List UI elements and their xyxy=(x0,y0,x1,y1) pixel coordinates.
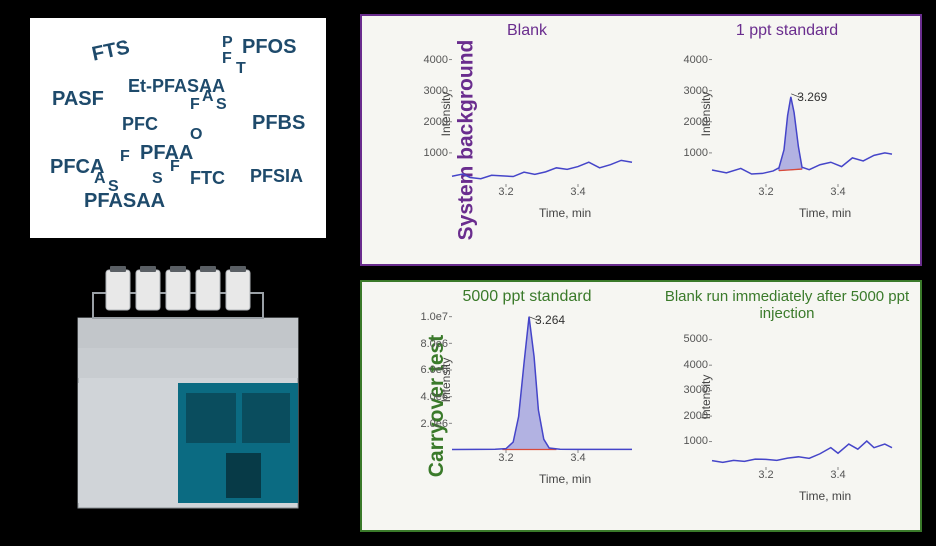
ytick: 3000 xyxy=(684,384,708,396)
word-f: F xyxy=(190,96,200,114)
word-ftc: FTC xyxy=(190,168,225,189)
chart-title: 1 ppt standard xyxy=(662,22,912,40)
ytick: 3000 xyxy=(424,85,448,97)
ytick: 4000 xyxy=(684,54,708,66)
word-o: O xyxy=(190,126,202,144)
xtick: 3.2 xyxy=(498,186,513,198)
xtick: 3.4 xyxy=(570,186,585,198)
word-a: A xyxy=(202,88,214,106)
word-f: F xyxy=(120,148,130,166)
xtick: 3.4 xyxy=(830,186,845,198)
peak-label: 3.264 xyxy=(535,313,565,327)
ytick: 1.0e7 xyxy=(420,311,448,323)
chart-title: Blank xyxy=(402,22,652,40)
chart-after-blank: Blank run immediately after 5000 ppt inj… xyxy=(662,288,912,498)
word-fts: FTS xyxy=(90,36,132,66)
word-pfsia: PFSIA xyxy=(250,166,303,187)
word-f: F xyxy=(222,50,232,68)
word-s: S xyxy=(216,96,227,114)
ytick: 8.0e6 xyxy=(420,338,448,350)
y-axis-label: Intensity xyxy=(439,92,453,137)
chart-5000ppt: 5000 ppt standardIntensityTime, min2.0e6… xyxy=(402,288,652,498)
word-s: S xyxy=(152,170,163,188)
xtick: 3.2 xyxy=(498,452,513,464)
ytick: 1000 xyxy=(684,435,708,447)
chart-1ppt: 1 ppt standard Intensity Time, min 1000 2000… xyxy=(662,22,912,232)
hplc-instrument-illustration xyxy=(58,248,318,528)
ytick: 4000 xyxy=(424,54,448,66)
word-pfc: PFC xyxy=(122,114,158,135)
word-pfasaa: PFASAA xyxy=(84,190,165,213)
word-pfos: PFOS xyxy=(242,36,296,59)
ytick: 2000 xyxy=(684,410,708,422)
word-t: T xyxy=(236,60,246,78)
ytick: 3000 xyxy=(684,85,708,97)
word-cloud: FTSPFOSPASFEt-PFASAAPFCPFBSPFCAPFAAFTCPF… xyxy=(30,18,326,238)
chart-title: Blank run immediately after 5000 ppt inj… xyxy=(662,288,912,323)
ytick: 2.0e6 xyxy=(420,418,448,430)
ytick: 2000 xyxy=(424,116,448,128)
x-axis-label: Time, min xyxy=(799,206,851,220)
x-axis-label: Time, min xyxy=(539,472,591,486)
xtick: 3.2 xyxy=(758,186,773,198)
x-axis-label: Time, min xyxy=(799,489,851,503)
y-axis-label: Intensity xyxy=(699,92,713,137)
xtick: 3.4 xyxy=(830,469,845,481)
ytick: 2000 xyxy=(684,116,708,128)
word-s: S xyxy=(108,178,119,196)
chart-title: 5000 ppt standard xyxy=(402,288,652,306)
chart-blank: Blank Intensity Time, min 1000 2000 3000 4000 3… xyxy=(402,22,652,232)
ytick: 1000 xyxy=(424,147,448,159)
peak-label: 3.269 xyxy=(797,90,827,104)
x-axis-label: Time, min xyxy=(539,206,591,220)
ytick: 1000 xyxy=(684,147,708,159)
word-pfaa: PFAA xyxy=(140,142,193,165)
xtick: 3.4 xyxy=(570,452,585,464)
ytick: 4.0e6 xyxy=(420,391,448,403)
ytick: 5000 xyxy=(684,333,708,345)
carryover-test-panel: Carryover test 5000 ppt standardIntensit… xyxy=(360,280,922,532)
system-background-panel: System background BlankIntensityTime, mi… xyxy=(360,14,922,266)
word-a: A xyxy=(94,170,106,188)
ytick: 4000 xyxy=(684,359,708,371)
word-pfbs: PFBS xyxy=(252,112,305,135)
word-f: F xyxy=(170,158,180,176)
word-pasf: PASF xyxy=(52,88,104,111)
xtick: 3.2 xyxy=(758,469,773,481)
ytick: 6.0e6 xyxy=(420,364,448,376)
